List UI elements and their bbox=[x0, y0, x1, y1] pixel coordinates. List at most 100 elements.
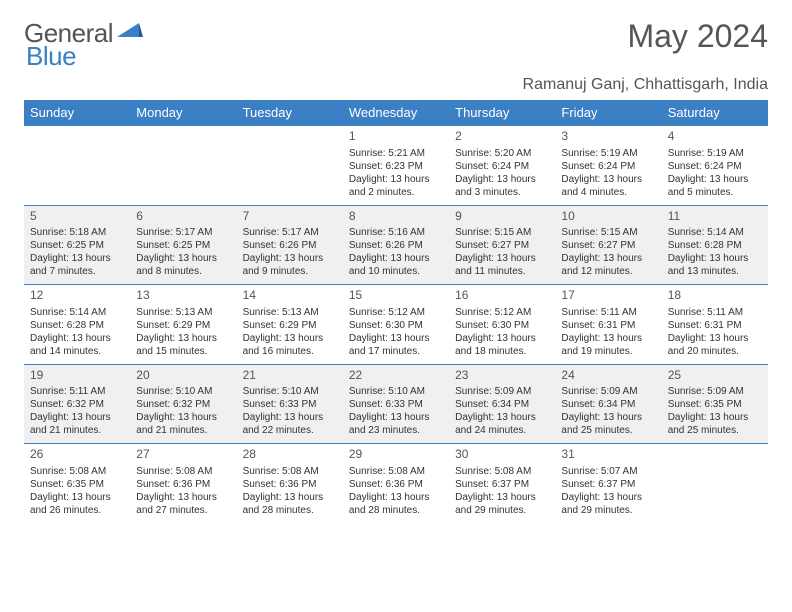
day-number: 23 bbox=[455, 368, 549, 384]
calendar-week-row: 26 Sunrise: 5:08 AMSunset: 6:35 PMDayligh… bbox=[24, 444, 768, 523]
calendar-day-cell: 25Sunrise: 5:09 AMSunset: 6:35 PMDayligh… bbox=[662, 364, 768, 444]
calendar-body: 1 Sunrise: 5:21 AMSunset: 6:23 PMDaylight… bbox=[24, 126, 768, 523]
calendar-day-cell: 2 Sunrise: 5:20 AMSunset: 6:24 PMDaylight… bbox=[449, 126, 555, 206]
day-number: 6 bbox=[136, 209, 230, 225]
logo-text-2: Blue bbox=[26, 41, 76, 71]
day-info: Sunrise: 5:12 AMSunset: 6:30 PMDaylight:… bbox=[455, 306, 549, 358]
calendar-day-cell: 6Sunrise: 5:17 AMSunset: 6:25 PMDaylight… bbox=[130, 205, 236, 285]
day-info: Sunrise: 5:17 AMSunset: 6:25 PMDaylight:… bbox=[136, 226, 230, 278]
calendar-day-cell: 4 Sunrise: 5:19 AMSunset: 6:24 PMDaylight… bbox=[662, 126, 768, 206]
calendar-day-cell: 18Sunrise: 5:11 AMSunset: 6:31 PMDayligh… bbox=[662, 285, 768, 365]
day-header: Wednesday bbox=[343, 100, 449, 126]
day-number: 17 bbox=[561, 288, 655, 304]
calendar-day-cell: 9Sunrise: 5:15 AMSunset: 6:27 PMDaylight… bbox=[449, 205, 555, 285]
day-number: 21 bbox=[243, 368, 337, 384]
calendar-day-cell: 24Sunrise: 5:09 AMSunset: 6:34 PMDayligh… bbox=[555, 364, 661, 444]
calendar-day-cell: 8Sunrise: 5:16 AMSunset: 6:26 PMDaylight… bbox=[343, 205, 449, 285]
day-header: Saturday bbox=[662, 100, 768, 126]
title-block: May 2024 bbox=[627, 18, 768, 55]
day-info: Sunrise: 5:13 AMSunset: 6:29 PMDaylight:… bbox=[243, 306, 337, 358]
day-number: 10 bbox=[561, 209, 655, 225]
calendar-day-cell: 20Sunrise: 5:10 AMSunset: 6:32 PMDayligh… bbox=[130, 364, 236, 444]
day-info: Sunrise: 5:10 AMSunset: 6:33 PMDaylight:… bbox=[243, 385, 337, 437]
day-number: 3 bbox=[561, 129, 655, 145]
day-info: Sunrise: 5:14 AMSunset: 6:28 PMDaylight:… bbox=[30, 306, 124, 358]
calendar-day-cell: 27Sunrise: 5:08 AMSunset: 6:36 PMDayligh… bbox=[130, 444, 236, 523]
day-info: Sunrise: 5:07 AMSunset: 6:37 PMDaylight:… bbox=[561, 465, 655, 517]
calendar-day-cell: 11Sunrise: 5:14 AMSunset: 6:28 PMDayligh… bbox=[662, 205, 768, 285]
day-info: Sunrise: 5:09 AMSunset: 6:35 PMDaylight:… bbox=[668, 385, 762, 437]
month-title: May 2024 bbox=[627, 18, 768, 55]
day-info: Sunrise: 5:20 AMSunset: 6:24 PMDaylight:… bbox=[455, 147, 549, 199]
calendar-page: General May 2024 Blue Ramanuj Ganj, Chha… bbox=[0, 0, 792, 541]
day-info: Sunrise: 5:08 AMSunset: 6:35 PMDaylight:… bbox=[30, 465, 124, 517]
day-info: Sunrise: 5:08 AMSunset: 6:36 PMDaylight:… bbox=[136, 465, 230, 517]
day-info: Sunrise: 5:09 AMSunset: 6:34 PMDaylight:… bbox=[561, 385, 655, 437]
day-info: Sunrise: 5:10 AMSunset: 6:33 PMDaylight:… bbox=[349, 385, 443, 437]
calendar-day-cell: 14 Sunrise: 5:13 AMSunset: 6:29 PMDayligh… bbox=[237, 285, 343, 365]
day-info: Sunrise: 5:14 AMSunset: 6:28 PMDaylight:… bbox=[668, 226, 762, 278]
calendar-day-cell: 23Sunrise: 5:09 AMSunset: 6:34 PMDayligh… bbox=[449, 364, 555, 444]
calendar-empty-cell bbox=[24, 126, 130, 206]
day-number: 8 bbox=[349, 209, 443, 225]
day-header: Monday bbox=[130, 100, 236, 126]
calendar-day-cell: 12 Sunrise: 5:14 AMSunset: 6:28 PMDayligh… bbox=[24, 285, 130, 365]
day-number: 7 bbox=[243, 209, 337, 225]
day-number: 29 bbox=[349, 447, 443, 463]
calendar-day-cell: 7Sunrise: 5:17 AMSunset: 6:26 PMDaylight… bbox=[237, 205, 343, 285]
calendar-week-row: 5Sunrise: 5:18 AMSunset: 6:25 PMDaylight… bbox=[24, 205, 768, 285]
day-info: Sunrise: 5:21 AMSunset: 6:23 PMDaylight:… bbox=[349, 147, 443, 199]
day-header: Tuesday bbox=[237, 100, 343, 126]
day-info: Sunrise: 5:08 AMSunset: 6:36 PMDaylight:… bbox=[349, 465, 443, 517]
calendar-empty-cell bbox=[237, 126, 343, 206]
day-info: Sunrise: 5:08 AMSunset: 6:37 PMDaylight:… bbox=[455, 465, 549, 517]
day-header-row: SundayMondayTuesdayWednesdayThursdayFrid… bbox=[24, 100, 768, 126]
day-number: 9 bbox=[455, 209, 549, 225]
calendar-day-cell: 28Sunrise: 5:08 AMSunset: 6:36 PMDayligh… bbox=[237, 444, 343, 523]
day-number: 20 bbox=[136, 368, 230, 384]
day-info: Sunrise: 5:17 AMSunset: 6:26 PMDaylight:… bbox=[243, 226, 337, 278]
day-info: Sunrise: 5:19 AMSunset: 6:24 PMDaylight:… bbox=[668, 147, 762, 199]
calendar-table: SundayMondayTuesdayWednesdayThursdayFrid… bbox=[24, 100, 768, 523]
day-number: 12 bbox=[30, 288, 124, 304]
calendar-day-cell: 5Sunrise: 5:18 AMSunset: 6:25 PMDaylight… bbox=[24, 205, 130, 285]
day-info: Sunrise: 5:13 AMSunset: 6:29 PMDaylight:… bbox=[136, 306, 230, 358]
day-info: Sunrise: 5:19 AMSunset: 6:24 PMDaylight:… bbox=[561, 147, 655, 199]
day-number: 5 bbox=[30, 209, 124, 225]
calendar-day-cell: 26 Sunrise: 5:08 AMSunset: 6:35 PMDayligh… bbox=[24, 444, 130, 523]
calendar-day-cell: 17 Sunrise: 5:11 AMSunset: 6:31 PMDayligh… bbox=[555, 285, 661, 365]
calendar-week-row: 19Sunrise: 5:11 AMSunset: 6:32 PMDayligh… bbox=[24, 364, 768, 444]
calendar-day-cell: 13 Sunrise: 5:13 AMSunset: 6:29 PMDayligh… bbox=[130, 285, 236, 365]
day-number: 24 bbox=[561, 368, 655, 384]
day-number: 19 bbox=[30, 368, 124, 384]
day-number: 22 bbox=[349, 368, 443, 384]
day-header: Sunday bbox=[24, 100, 130, 126]
day-number: 16 bbox=[455, 288, 549, 304]
day-number: 4 bbox=[668, 129, 762, 145]
calendar-day-cell: 29 Sunrise: 5:08 AMSunset: 6:36 PMDayligh… bbox=[343, 444, 449, 523]
day-info: Sunrise: 5:11 AMSunset: 6:31 PMDaylight:… bbox=[561, 306, 655, 358]
day-number: 13 bbox=[136, 288, 230, 304]
calendar-day-cell: 31 Sunrise: 5:07 AMSunset: 6:37 PMDayligh… bbox=[555, 444, 661, 523]
calendar-day-cell: 1 Sunrise: 5:21 AMSunset: 6:23 PMDaylight… bbox=[343, 126, 449, 206]
day-info: Sunrise: 5:18 AMSunset: 6:25 PMDaylight:… bbox=[30, 226, 124, 278]
day-number: 2 bbox=[455, 129, 549, 145]
logo-mark-icon bbox=[117, 20, 143, 43]
day-number: 14 bbox=[243, 288, 337, 304]
day-info: Sunrise: 5:10 AMSunset: 6:32 PMDaylight:… bbox=[136, 385, 230, 437]
calendar-day-cell: 30Sunrise: 5:08 AMSunset: 6:37 PMDayligh… bbox=[449, 444, 555, 523]
calendar-day-cell: 10Sunrise: 5:15 AMSunset: 6:27 PMDayligh… bbox=[555, 205, 661, 285]
day-number: 26 bbox=[30, 447, 124, 463]
day-info: Sunrise: 5:11 AMSunset: 6:32 PMDaylight:… bbox=[30, 385, 124, 437]
calendar-day-cell: 16 Sunrise: 5:12 AMSunset: 6:30 PMDayligh… bbox=[449, 285, 555, 365]
day-number: 15 bbox=[349, 288, 443, 304]
calendar-week-row: 1 Sunrise: 5:21 AMSunset: 6:23 PMDaylight… bbox=[24, 126, 768, 206]
day-info: Sunrise: 5:15 AMSunset: 6:27 PMDaylight:… bbox=[455, 226, 549, 278]
calendar-day-cell: 22Sunrise: 5:10 AMSunset: 6:33 PMDayligh… bbox=[343, 364, 449, 444]
day-number: 31 bbox=[561, 447, 655, 463]
day-number: 25 bbox=[668, 368, 762, 384]
day-number: 1 bbox=[349, 129, 443, 145]
calendar-week-row: 12 Sunrise: 5:14 AMSunset: 6:28 PMDayligh… bbox=[24, 285, 768, 365]
day-info: Sunrise: 5:09 AMSunset: 6:34 PMDaylight:… bbox=[455, 385, 549, 437]
day-number: 28 bbox=[243, 447, 337, 463]
